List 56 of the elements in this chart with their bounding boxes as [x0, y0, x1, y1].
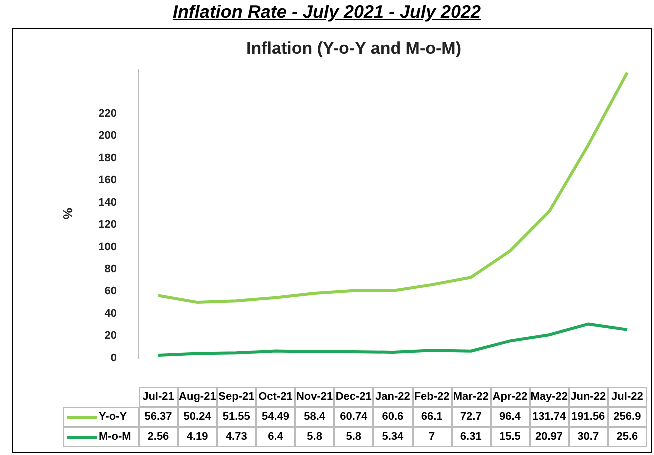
legend-label: Y-o-Y	[62, 407, 139, 427]
y-tick-label: 20	[104, 330, 117, 342]
y-tick-label: 0	[110, 352, 117, 364]
data-label: 2.56	[138, 427, 178, 447]
data-label: 256.9	[608, 407, 647, 427]
data-label: 96.4	[490, 407, 530, 427]
y-tick-label: 80	[104, 264, 117, 276]
data-label: 58.4	[295, 407, 334, 427]
data-label: 50.24	[178, 407, 218, 427]
y-tick-label: 120	[98, 219, 117, 232]
data-label: 5.8	[334, 427, 374, 447]
data-label: 72.7	[452, 407, 491, 427]
x-tick-label: Jul-22	[608, 387, 647, 407]
x-tick-label: Apr-22	[490, 387, 530, 407]
data-label: 54.49	[256, 407, 296, 427]
data-label: 56.37	[138, 407, 178, 427]
y-tick-label: 60	[104, 286, 117, 298]
y-tick-label: 140	[98, 196, 117, 209]
data-label: 51.55	[217, 407, 256, 427]
x-tick-label: Aug-21	[178, 387, 218, 407]
data-label: 6.31	[452, 427, 491, 447]
y-axis-title: %	[60, 208, 76, 220]
text: Inflation Rate - July 2021 - July 2022	[172, 1, 482, 24]
data-label: 66.1	[412, 407, 452, 427]
data-label: 60.6	[373, 407, 412, 427]
x-tick-label: Jan-22	[373, 387, 412, 407]
x-tick-label: Sep-21	[217, 387, 256, 407]
y-tick-label: 200	[98, 130, 117, 142]
data-label: 5.34	[373, 427, 412, 447]
data-label: 191.56	[568, 407, 608, 427]
x-tick-label: Mar-22	[452, 387, 491, 407]
data-label: 20.97	[530, 427, 569, 447]
x-tick-label: Feb-22	[412, 387, 452, 407]
y-tick-label: 180	[98, 152, 117, 164]
data-label: 4.73	[217, 427, 256, 447]
legend-label: M-o-M	[62, 427, 139, 447]
y-tick-label: 220	[98, 108, 117, 120]
data-label: 7	[412, 427, 452, 447]
x-tick-label: Nov-21	[295, 387, 334, 407]
x-tick-label: Oct-21	[256, 387, 296, 407]
data-label: 6.4	[256, 427, 296, 447]
data-label: 131.74	[530, 407, 569, 427]
chart-title: Inflation (Y-o-Y and M-o-M)	[246, 38, 462, 58]
data-label: 15.5	[490, 427, 530, 447]
x-tick-label: Dec-21	[334, 387, 374, 407]
data-label: 60.74	[334, 407, 374, 427]
y-tick-label: 100	[98, 241, 117, 254]
data-label: 5.8	[295, 427, 334, 447]
data-label: 4.19	[178, 427, 218, 447]
x-tick-label: May-22	[530, 387, 569, 407]
y-tick-label: 40	[104, 308, 117, 320]
x-tick-label: Jul-21	[138, 387, 178, 407]
x-tick-label: Jun-22	[568, 387, 608, 407]
data-label: 25.6	[608, 427, 647, 447]
data-label: 30.7	[568, 427, 608, 447]
y-tick-label: 160	[98, 174, 117, 187]
